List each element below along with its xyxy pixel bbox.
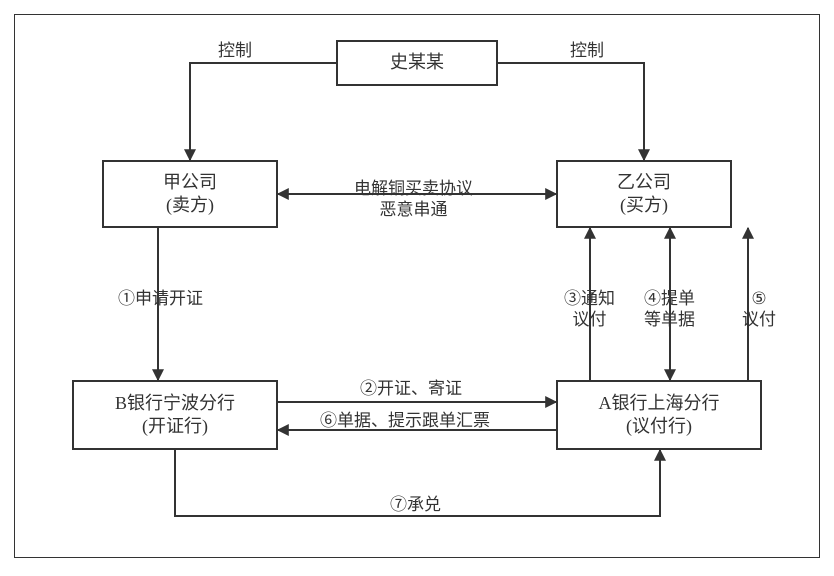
edge-label-step7: ⑦承兑 (390, 494, 441, 515)
node-bank-a-line1: A银行上海分行 (599, 392, 720, 415)
edge-label-step7-text: ⑦承兑 (390, 495, 441, 514)
node-bank-b-line2: (开证行) (142, 415, 208, 438)
edge-label-control-left-text: 控制 (218, 41, 252, 60)
edge-label-step5-line2: 议付 (742, 310, 776, 329)
node-shi-line1: 史某某 (390, 51, 444, 74)
edge-label-step5-line1: ⑤ (751, 289, 766, 308)
edge-label-step3: ③通知 议付 (564, 288, 615, 331)
outer-frame (14, 14, 820, 558)
edge-label-step6-text: ⑥单据、提示跟单汇票 (320, 411, 490, 430)
node-yi: 乙公司 (买方) (556, 160, 732, 228)
node-yi-line1: 乙公司 (617, 171, 671, 194)
node-bank-a: A银行上海分行 (议付行) (556, 380, 762, 450)
edge-label-agreement-line1: 电解铜买卖协议 (354, 179, 473, 198)
edge-label-step2: ②开证、寄证 (360, 378, 462, 399)
edge-label-control-right: 控制 (570, 40, 604, 61)
edge-label-step4-line2: 等单据 (644, 310, 695, 329)
edge-label-step6: ⑥单据、提示跟单汇票 (320, 410, 490, 431)
edge-label-step3-line1: ③通知 (564, 289, 615, 308)
edge-label-agreement-line2: 恶意串通 (380, 200, 448, 219)
edge-label-step5: ⑤ 议付 (742, 288, 776, 331)
edge-label-control-right-text: 控制 (570, 41, 604, 60)
node-yi-line2: (买方) (620, 194, 668, 217)
node-jia-line1: 甲公司 (163, 171, 217, 194)
node-bank-a-line2: (议付行) (626, 415, 692, 438)
node-shi: 史某某 (336, 40, 498, 86)
edge-label-step4-line1: ④提单 (644, 289, 695, 308)
edge-label-step3-line2: 议付 (573, 310, 607, 329)
edge-label-agreement: 电解铜买卖协议 恶意串通 (354, 178, 473, 221)
node-jia-line2: (卖方) (166, 194, 214, 217)
edge-label-step2-text: ②开证、寄证 (360, 379, 462, 398)
node-bank-b-line1: B银行宁波分行 (115, 392, 235, 415)
node-jia: 甲公司 (卖方) (102, 160, 278, 228)
node-bank-b: B银行宁波分行 (开证行) (72, 380, 278, 450)
edge-label-step1-text: ①申请开证 (118, 289, 203, 308)
edge-label-step4: ④提单 等单据 (644, 288, 695, 331)
edge-label-control-left: 控制 (218, 40, 252, 61)
edge-label-step1: ①申请开证 (118, 288, 203, 309)
